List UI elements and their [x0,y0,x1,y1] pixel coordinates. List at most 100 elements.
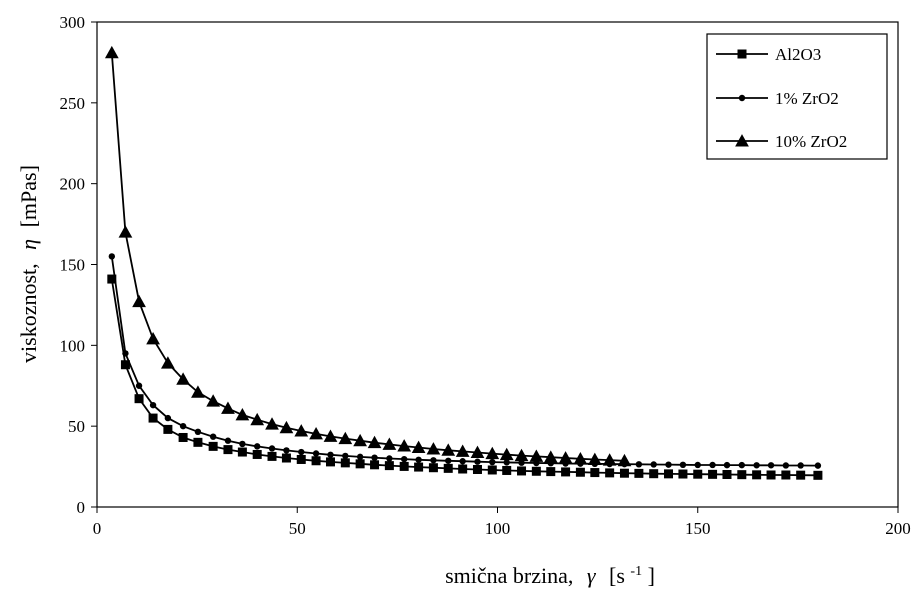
series-0-point-21 [414,462,424,472]
x-axis-label-text: smična brzina, [445,563,573,588]
series-1-point-1 [122,350,129,357]
y-axis-label-text: viskoznost, [16,263,41,363]
series-1-point-40 [694,461,701,469]
series-0-point-5 [178,432,188,442]
series-1-point-48 [814,462,822,469]
x-axis-label: smična brzina, γ [s -1 ] [445,555,655,588]
series-2-point-5 [176,372,190,385]
series-0-point-34 [605,468,615,478]
series-0-point-12 [281,453,291,463]
series-1-point-24 [459,458,466,465]
series-1-point-22 [430,457,437,464]
legend: Al2O3 1% ZrO2 10% ZrO2 [706,33,888,160]
series-1-point-10 [254,443,261,450]
series-0-point-6 [193,437,203,447]
series-0-point-43 [737,470,747,480]
y-axis-symbol: η [16,239,41,250]
series-1-point-9 [239,440,246,448]
series-2-point-11 [265,417,279,430]
series-2-point-23 [441,443,456,456]
x-axis-symbol: γ [587,563,597,588]
y-axis-label: viskoznost, η [mPas] [16,165,41,363]
series-2-point-34 [602,453,617,466]
series-1-point-44 [753,462,760,469]
series-0-point-7 [208,441,218,451]
series-2-point-20 [397,439,412,452]
series-0-point-37 [649,469,659,479]
series-0-point-4 [163,424,173,434]
series-0-point-33 [590,468,600,478]
series-2-point-17 [353,433,368,447]
series-2-point-18 [367,435,382,449]
series-1-point-21 [415,456,422,463]
series-2-point-0 [104,45,119,59]
legend-label-0: Al2O3 [775,45,821,64]
series-0-point-13 [296,454,306,464]
series-0-point-8 [223,445,233,455]
series-0-point-22 [428,463,438,473]
series-1-point-17 [356,453,364,461]
series-0-point-36 [634,468,644,478]
series-1-point-4 [164,414,172,422]
series-2-point-32 [573,451,588,465]
series-1-point-42 [723,461,731,469]
y-tick-label-4: 200 [60,175,86,194]
series-1-point-2 [135,382,143,389]
series-2-point-19 [382,437,397,450]
series-1-point-20 [400,455,408,463]
series-2-point-24 [455,444,470,457]
series-2-point-7 [206,394,221,407]
x-axis-unit-close: ] [648,563,655,588]
series-0-point-29 [531,466,541,476]
series-2-point-15 [323,429,338,442]
series-0-point-24 [458,464,468,474]
series-2-point-16 [338,431,353,445]
series-1-point-43 [738,461,746,469]
series-0-point-31 [561,467,571,477]
series-1-point-8 [224,437,232,444]
series-2-point-25 [470,445,485,459]
series-0-point-20 [399,461,409,471]
legend-label-1: 1% ZrO2 [775,89,839,108]
series-1-point-28 [518,459,525,466]
legend-marker-0 [737,49,747,59]
series-0-point-2 [134,394,144,404]
series-0-point-14 [311,456,321,466]
series-2-point-1 [118,225,133,238]
series-0-point-1 [120,360,130,370]
series-1-point-16 [342,452,349,460]
series-0-point-46 [781,470,791,480]
series-1-point-45 [767,462,775,469]
series-2-point-35 [617,453,632,467]
y-tick-label-2: 100 [60,336,86,355]
legend-items [716,49,768,147]
series-0-point-26 [487,465,497,475]
y-tick-label-0: 0 [77,498,86,517]
series-0-point-15 [325,457,335,467]
series-1-point-27 [503,459,510,466]
x-tick-label-3: 150 [685,519,711,538]
series-0-point-38 [664,469,674,479]
series-2-point-30 [543,450,558,463]
series-2-point-13 [294,424,309,437]
series-1-point-23 [445,457,452,464]
series-2-point-6 [191,385,205,398]
series-2-point-28 [514,448,529,462]
series-2-point-26 [485,446,500,460]
series-0-point-47 [796,470,806,480]
series-0-point-28 [517,466,527,476]
series-1-point-18 [371,454,378,461]
x-tick-label-4: 200 [885,519,911,538]
series-1-point-11 [268,445,276,452]
series-2-point-9 [235,407,250,421]
series-0-point-30 [546,467,556,477]
series-1-point-37 [650,461,657,468]
y-tick-label-6: 300 [60,13,86,32]
series-0-point-17 [355,459,365,469]
legend-marker-1 [738,94,746,102]
series-2-point-12 [279,420,294,434]
legend-label-2: 10% ZrO2 [775,132,847,151]
x-axis-unit-open: [s [609,563,625,588]
series-0-point-19 [384,461,394,471]
